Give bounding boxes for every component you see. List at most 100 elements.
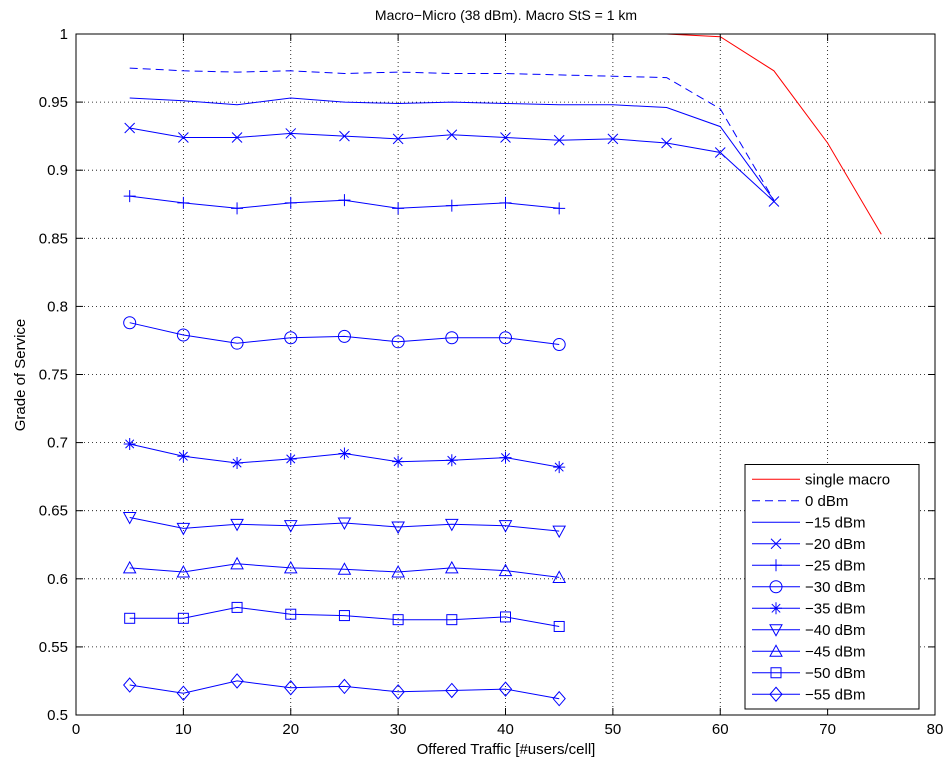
legend-label: −15 dBm [805, 514, 865, 531]
data-point-marker [446, 614, 458, 626]
y-tick-label: 0.6 [47, 571, 68, 588]
legend-label: −20 dBm [805, 536, 865, 553]
data-point-marker [284, 196, 297, 209]
series-minus-55-dbm [123, 673, 566, 707]
legend-entry: −50 dBm [752, 665, 865, 682]
data-point-marker [498, 563, 513, 577]
data-point-marker [553, 202, 566, 215]
data-point-marker [768, 196, 780, 207]
x-tick-label: 20 [282, 721, 299, 738]
series-line [129, 97, 775, 201]
series-minus-20-dbm [124, 122, 780, 207]
ticks: 0 10 20 30 40 50 60 70 80 0.5 0.55 0.6 0.65 0.7 0.75 0.… [39, 26, 944, 738]
data-point-marker [177, 196, 190, 209]
series-minus-45-dbm [122, 556, 567, 583]
y-tick-label: 0.95 [39, 94, 68, 111]
data-point-marker [123, 677, 137, 693]
data-point-marker [285, 128, 297, 139]
series-0-dbm [129, 67, 775, 201]
y-tick-label: 0.8 [47, 298, 68, 315]
data-point-marker [553, 134, 565, 146]
data-point-marker [500, 611, 511, 623]
data-point-marker [661, 137, 672, 149]
y-tick-label: 0.75 [39, 367, 68, 384]
data-point-marker [445, 331, 459, 345]
data-point-marker [392, 202, 405, 215]
legend-label: −45 dBm [805, 643, 865, 660]
data-point-marker [177, 450, 190, 463]
data-point-marker [337, 329, 351, 343]
data-point-marker [176, 564, 191, 578]
legend-label: −50 dBm [805, 665, 865, 682]
legend-entry: −40 dBm [752, 622, 865, 639]
data-point-marker [392, 614, 404, 626]
data-point-marker [392, 133, 404, 145]
x-tick-label: 70 [819, 721, 836, 738]
data-point-marker [337, 517, 352, 531]
data-point-marker [444, 560, 459, 574]
data-point-marker [230, 673, 244, 689]
data-point-marker [338, 447, 351, 460]
series-minus-40-dbm [122, 512, 567, 539]
legend-label: 0 dBm [805, 493, 848, 510]
data-point-marker [446, 129, 458, 141]
series-line [129, 563, 560, 578]
grid [76, 34, 935, 715]
series-minus-35-dbm [123, 437, 566, 474]
data-point-marker [178, 132, 189, 143]
data-point-marker [337, 678, 352, 695]
data-point-marker [553, 461, 566, 474]
series-minus-15-dbm [129, 97, 775, 201]
data-point-marker [123, 437, 136, 450]
series-line [129, 67, 775, 201]
y-tick-label: 0.55 [39, 639, 68, 656]
data-point-marker [123, 316, 137, 330]
legend-marker [770, 559, 782, 572]
y-tick-label: 0.65 [39, 503, 68, 520]
y-tick-label: 0.9 [47, 162, 68, 179]
legend-marker [769, 580, 783, 594]
y-tick-label: 0.7 [47, 435, 68, 452]
legend-marker [770, 667, 782, 679]
data-point-marker [176, 522, 191, 536]
legend-label: −30 dBm [805, 579, 865, 596]
series-line [129, 680, 560, 700]
data-point-marker [231, 132, 243, 143]
data-point-marker [231, 202, 244, 215]
y-tick-label: 0.85 [39, 230, 68, 247]
legend-marker [769, 644, 783, 657]
legend-entry: −15 dBm [752, 514, 865, 531]
x-tick-label: 50 [605, 721, 622, 738]
x-axis-label: Offered Traffic [#users/cell] [417, 741, 596, 758]
data-point-marker [176, 685, 191, 701]
data-point-marker [230, 336, 244, 350]
data-point-marker [499, 451, 512, 464]
data-point-marker [500, 132, 511, 143]
data-point-marker [445, 199, 458, 212]
data-point-marker [124, 612, 136, 624]
data-point-marker [552, 690, 566, 707]
data-point-marker [552, 525, 567, 539]
data-point-marker [552, 570, 567, 583]
x-tick-label: 30 [390, 721, 407, 738]
data-point-marker [391, 564, 405, 578]
data-point-marker [552, 338, 566, 352]
legend-marker [770, 538, 782, 550]
legend-entry: −30 dBm [752, 579, 865, 596]
legend-label: −35 dBm [805, 600, 865, 617]
legend-entry: −20 dBm [752, 536, 865, 553]
legend-entry: single macro [752, 471, 890, 488]
data-point-marker [338, 610, 350, 622]
data-point-marker [284, 331, 298, 345]
y-tick-label: 0.5 [47, 707, 68, 724]
data-point-marker [499, 331, 512, 345]
data-point-marker [122, 512, 137, 525]
data-point-marker [230, 556, 244, 570]
data-point-marker [391, 521, 405, 535]
data-point-marker [499, 196, 512, 209]
legend-label: −55 dBm [805, 686, 865, 703]
legend: single macro 0 dBm −15 dBm −20 dBm −25 dBm −3… [744, 464, 920, 710]
data-point-marker [392, 455, 405, 468]
y-axis-label: Grade of Service [12, 319, 29, 432]
